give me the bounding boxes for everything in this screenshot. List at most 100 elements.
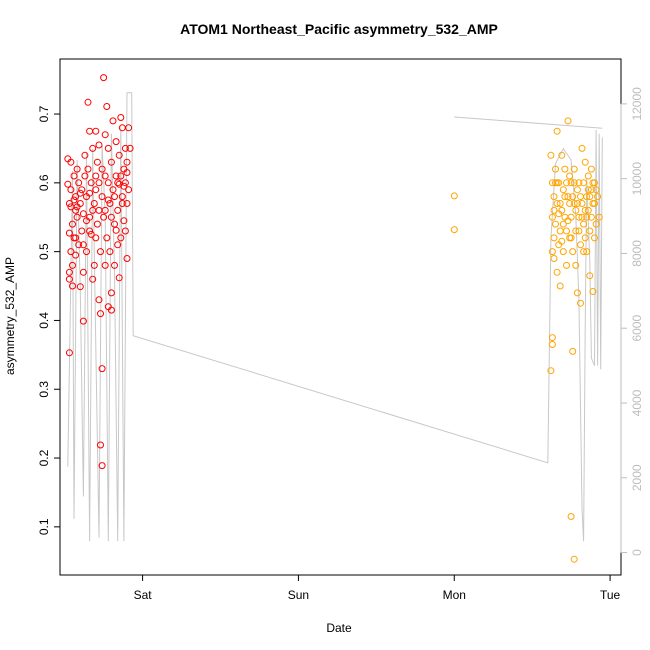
data-point	[89, 144, 97, 152]
data-point	[559, 248, 567, 256]
data-point	[555, 210, 563, 218]
data-point	[591, 234, 598, 242]
y2-tick-label: 6000	[630, 315, 644, 342]
data-point	[587, 165, 595, 173]
data-point	[586, 272, 594, 280]
data-point	[564, 217, 572, 225]
x-tick-label: Sat	[134, 588, 153, 602]
data-point	[580, 179, 588, 187]
data-point	[580, 220, 588, 228]
data-point	[566, 172, 574, 180]
data-point	[123, 169, 131, 176]
y2-tick-label: 12000	[630, 87, 644, 121]
data-point	[567, 179, 575, 187]
data-point	[97, 441, 104, 449]
data-point	[87, 230, 95, 238]
data-point	[84, 98, 92, 106]
data-point	[581, 158, 589, 166]
data-point	[79, 241, 87, 249]
data-point	[103, 103, 111, 110]
data-point	[78, 186, 86, 194]
data-point	[76, 283, 84, 291]
data-point	[548, 213, 556, 221]
data-point	[559, 220, 567, 228]
data-point	[64, 180, 72, 188]
data-point	[72, 193, 80, 201]
x-tick-label: Tue	[600, 588, 621, 602]
data-point	[566, 200, 574, 207]
data-point	[87, 179, 95, 187]
data-point	[553, 127, 561, 135]
data-point	[86, 227, 94, 235]
data-point	[83, 248, 90, 256]
data-point	[107, 213, 115, 221]
x-axis: Sat Sun Mon Tue	[134, 574, 621, 602]
data-point	[84, 165, 92, 173]
y-tick-label: 0.6	[37, 174, 51, 191]
data-point	[93, 220, 101, 228]
data-point	[118, 193, 126, 201]
data-point	[575, 179, 583, 187]
data-point	[73, 165, 81, 173]
y-axis-right: 0 2000 4000 6000 8000 10000 12000	[620, 87, 644, 556]
data-point	[79, 268, 87, 276]
data-point	[86, 189, 94, 197]
data-point	[572, 206, 580, 214]
data-point	[126, 144, 134, 152]
data-point	[109, 117, 117, 125]
data-point	[572, 261, 580, 269]
data-point	[552, 165, 559, 173]
data-point	[112, 138, 120, 146]
data-point	[67, 248, 75, 256]
data-point	[592, 220, 600, 228]
data-point	[65, 275, 73, 283]
data-point	[573, 200, 581, 207]
data-point	[125, 124, 133, 132]
data-point	[548, 334, 556, 342]
data-point	[114, 206, 122, 214]
data-point	[580, 248, 588, 256]
depth-line-series	[67, 92, 603, 542]
data-point	[567, 513, 575, 520]
data-point	[118, 200, 126, 207]
data-point	[578, 200, 586, 207]
data-point	[98, 193, 106, 201]
data-point	[547, 367, 555, 375]
data-point	[550, 234, 558, 242]
data-point	[577, 193, 584, 201]
data-point	[117, 172, 125, 180]
data-point	[67, 158, 75, 166]
data-point	[115, 274, 123, 282]
data-point	[450, 226, 458, 234]
y-tick-label: 0.7	[37, 105, 51, 122]
data-point	[552, 220, 559, 228]
data-point	[121, 179, 129, 187]
data-point	[73, 213, 81, 221]
data-point	[103, 234, 111, 242]
data-point	[89, 275, 97, 283]
data-point	[72, 206, 80, 214]
data-point	[556, 282, 564, 290]
data-point	[97, 310, 104, 318]
data-point	[125, 186, 133, 194]
data-point	[550, 193, 558, 201]
data-point	[578, 144, 586, 152]
data-point	[65, 200, 73, 207]
data-point	[104, 144, 112, 152]
data-point	[581, 234, 589, 242]
data-point	[570, 165, 578, 173]
data-point	[583, 248, 591, 256]
data-point	[70, 234, 78, 242]
data-point	[93, 158, 101, 166]
data-point	[570, 200, 578, 207]
data-point	[65, 268, 73, 276]
y2-tick-label: 4000	[630, 389, 644, 416]
data-point	[575, 227, 583, 235]
data-point	[107, 289, 115, 297]
data-point	[67, 186, 75, 194]
data-point	[98, 365, 106, 373]
data-point	[107, 158, 115, 166]
data-point	[569, 347, 577, 355]
data-point	[92, 186, 100, 194]
data-point	[73, 203, 81, 211]
